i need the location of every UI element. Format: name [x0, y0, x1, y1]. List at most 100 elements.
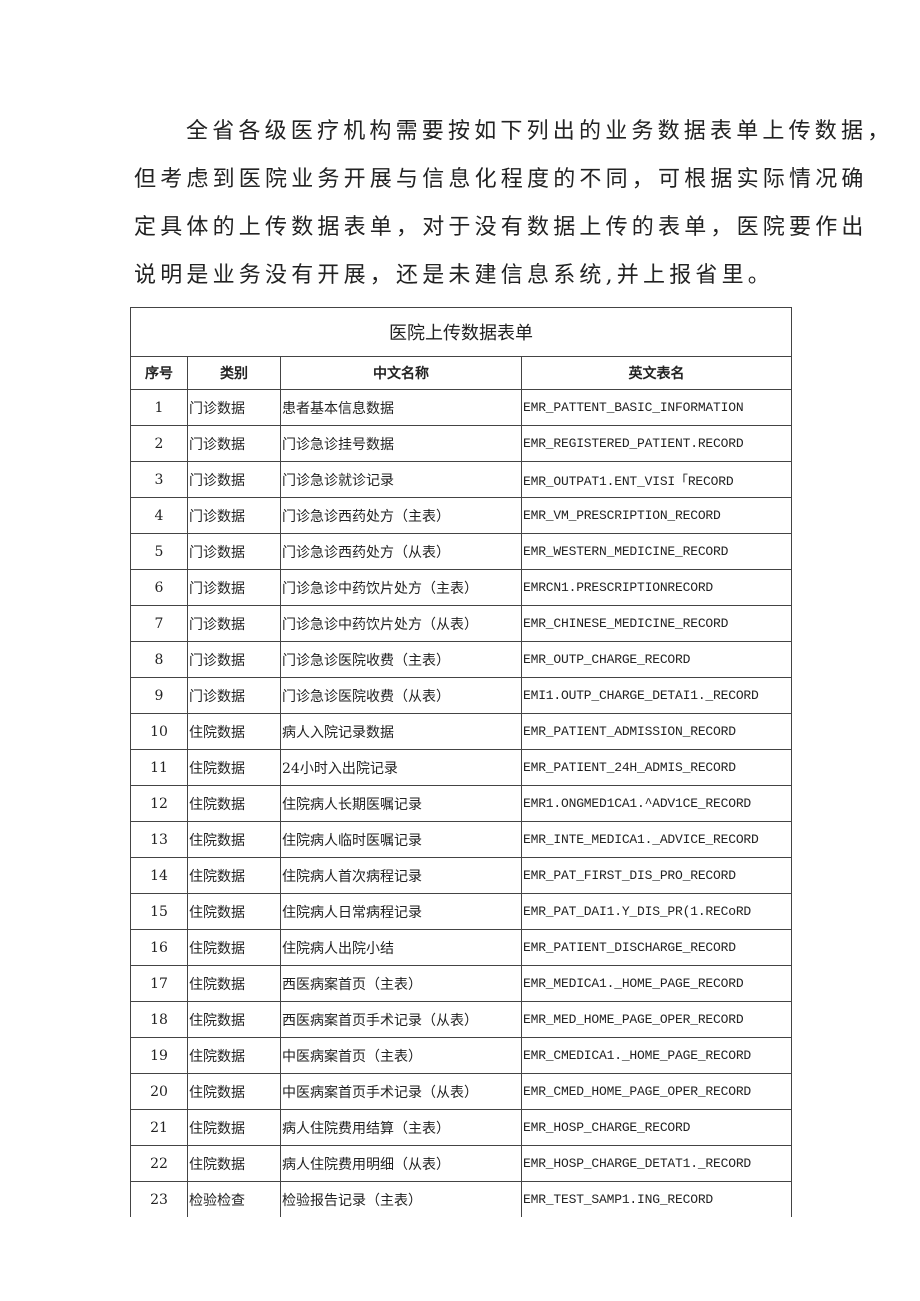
column-header: 类别	[187, 356, 281, 390]
column-header: 序号	[130, 356, 188, 390]
row-number: 3	[130, 461, 188, 498]
chinese-name-cell: 门诊急诊中药饮片处方（主表）	[280, 569, 522, 606]
header-row: 序号 类别 中文名称 英文表名	[130, 356, 792, 390]
row-number: 1	[130, 389, 188, 426]
english-name-cell: EMI1.OUTP_CHARGE_DETAI1._RECORD	[521, 677, 792, 714]
chinese-name-cell: 24小时入出院记录	[280, 749, 522, 786]
chinese-name-cell: 门诊急诊中药饮片处方（从表）	[280, 605, 522, 642]
row-number: 8	[130, 641, 188, 678]
chinese-name-cell: 门诊急诊西药处方（主表）	[280, 497, 522, 534]
chinese-name-cell: 门诊急诊就诊记录	[280, 461, 522, 498]
row-number: 18	[130, 1001, 188, 1038]
paragraph-line: 定具体的上传数据表单，对于没有数据上传的表单，医院要作出	[134, 215, 868, 240]
table-row: 19 住院数据 中医病案首页（主表） EMR_CMEDICA1._HOME_PAGE_…	[130, 1037, 792, 1074]
row-number: 13	[130, 821, 188, 858]
english-name-cell: EMR_PATIENT_24H_ADMIS_RECORD	[521, 749, 792, 786]
english-name-cell: EMR_PATIENT_DISCHARGE_RECORD	[521, 929, 792, 966]
chinese-name-cell: 住院病人临时医嘱记录	[280, 821, 522, 858]
category-cell: 住院数据	[187, 965, 281, 1002]
table-row: 20 住院数据 中医病案首页手术记录（从表） EMR_CMED_HOME_PAGE_O…	[130, 1073, 792, 1110]
table-row: 10 住院数据 病人入院记录数据 EMR_PATIENT_ADMISSION_RECO…	[130, 713, 792, 750]
table-row: 14 住院数据 住院病人首次病程记录 EMR_PAT_FIRST_DIS_PRO_RE…	[130, 857, 792, 894]
category-cell: 检验检查	[187, 1181, 281, 1217]
category-cell: 门诊数据	[187, 569, 281, 606]
category-cell: 住院数据	[187, 1145, 281, 1182]
row-number: 7	[130, 605, 188, 642]
chinese-name-cell: 中医病案首页手术记录（从表）	[280, 1073, 522, 1110]
table-row: 23 检验检查 检验报告记录（主表） EMR_TEST_SAMP1.ING_RECOR…	[130, 1181, 792, 1217]
row-number: 11	[130, 749, 188, 786]
english-name-cell: EMR_OUTP_CHARGE_RECORD	[521, 641, 792, 678]
english-name-cell: EMR_HOSP_CHARGE_DETAT1._RECORD	[521, 1145, 792, 1182]
chinese-name-cell: 患者基本信息数据	[280, 389, 522, 426]
table-row: 15 住院数据 住院病人日常病程记录 EMR_PAT_DAI1.Y_DIS_PR(1.…	[130, 893, 792, 930]
row-number: 14	[130, 857, 188, 894]
category-cell: 门诊数据	[187, 641, 281, 678]
chinese-name-cell: 住院病人首次病程记录	[280, 857, 522, 894]
category-cell: 住院数据	[187, 929, 281, 966]
table-row: 16 住院数据 住院病人出院小结 EMR_PATIENT_DISCHARGE_RECO…	[130, 929, 792, 966]
paragraph-line: 说明是业务没有开展，还是未建信息系统,并上报省里。	[134, 263, 774, 288]
upload-table: 医院上传数据表单 序号 类别 中文名称 英文表名 1 门诊数据 患者基本信息数据 EMR_P…	[130, 307, 792, 1217]
category-cell: 住院数据	[187, 749, 281, 786]
row-number: 20	[130, 1073, 188, 1110]
chinese-name-cell: 病人住院费用明细（从表）	[280, 1145, 522, 1182]
row-number: 10	[130, 713, 188, 750]
english-name-cell: EMRCN1.PRESCRIPTIONRECORD	[521, 569, 792, 606]
table-row: 22 住院数据 病人住院费用明细（从表） EMR_HOSP_CHARGE_DETAT1…	[130, 1145, 792, 1182]
row-number: 5	[130, 533, 188, 570]
chinese-name-cell: 病人住院费用结算（主表）	[280, 1109, 522, 1146]
english-name-cell: EMR_REGISTERED_PATIENT.RECORD	[521, 425, 792, 462]
category-cell: 门诊数据	[187, 677, 281, 714]
row-number: 9	[130, 677, 188, 714]
table-row: 3 门诊数据 门诊急诊就诊记录 EMR_OUTPAT1.ENT_VISI「RECORD	[130, 461, 792, 498]
chinese-name-cell: 门诊急诊医院收费（主表）	[280, 641, 522, 678]
chinese-name-cell: 住院病人出院小结	[280, 929, 522, 966]
english-name-cell: EMR_MEDICA1._HOME_PAGE_RECORD	[521, 965, 792, 1002]
english-name-cell: EMR_TEST_SAMP1.ING_RECORD	[521, 1181, 792, 1217]
table-row: 12 住院数据 住院病人长期医嘱记录 EMR1.ONGMED1CA1.^ADV1CE_…	[130, 785, 792, 822]
table-row: 7 门诊数据 门诊急诊中药饮片处方（从表） EMR_CHINESE_MEDICINE_…	[130, 605, 792, 642]
chinese-name-cell: 住院病人长期医嘱记录	[280, 785, 522, 822]
row-number: 2	[130, 425, 188, 462]
english-name-cell: EMR1.ONGMED1CA1.^ADV1CE_RECORD	[521, 785, 792, 822]
table-title: 医院上传数据表单	[130, 307, 792, 357]
english-name-cell: EMR_PAT_FIRST_DIS_PRO_RECORD	[521, 857, 792, 894]
english-name-cell: EMR_PATIENT_ADMISSION_RECORD	[521, 713, 792, 750]
chinese-name-cell: 门诊急诊西药处方（从表）	[280, 533, 522, 570]
english-name-cell: EMR_CMEDICA1._HOME_PAGE_RECORD	[521, 1037, 792, 1074]
table-row: 6 门诊数据 门诊急诊中药饮片处方（主表） EMRCN1.PRESCRIPTIONRE…	[130, 569, 792, 606]
table-row: 17 住院数据 西医病案首页（主表） EMR_MEDICA1._HOME_PAGE_R…	[130, 965, 792, 1002]
row-number: 17	[130, 965, 188, 1002]
row-number: 21	[130, 1109, 188, 1146]
category-cell: 住院数据	[187, 713, 281, 750]
english-name-cell: EMR_CMED_HOME_PAGE_OPER_RECORD	[521, 1073, 792, 1110]
row-number: 12	[130, 785, 188, 822]
table-row: 21 住院数据 病人住院费用结算（主表） EMR_HOSP_CHARGE_RECORD	[130, 1109, 792, 1146]
chinese-name-cell: 西医病案首页手术记录（从表）	[280, 1001, 522, 1038]
category-cell: 门诊数据	[187, 497, 281, 534]
table-row: 4 门诊数据 门诊急诊西药处方（主表） EMR_VM_PRESCRIPTION_REC…	[130, 497, 792, 534]
english-name-cell: EMR_WESTERN_MEDICINE_RECORD	[521, 533, 792, 570]
category-cell: 门诊数据	[187, 425, 281, 462]
category-cell: 住院数据	[187, 1037, 281, 1074]
category-cell: 门诊数据	[187, 389, 281, 426]
chinese-name-cell: 门诊急诊挂号数据	[280, 425, 522, 462]
row-number: 4	[130, 497, 188, 534]
row-number: 6	[130, 569, 188, 606]
category-cell: 住院数据	[187, 821, 281, 858]
intro-paragraph: 全省各级医疗机构需要按如下列出的业务数据表单上传数据， 但考虑到医院业务开展与信息…	[134, 112, 894, 304]
table-row: 2 门诊数据 门诊急诊挂号数据 EMR_REGISTERED_PATIENT.RECO…	[130, 425, 792, 462]
category-cell: 住院数据	[187, 1109, 281, 1146]
table-row: 18 住院数据 西医病案首页手术记录（从表） EMR_MED_HOME_PAGE_OP…	[130, 1001, 792, 1038]
english-name-cell: EMR_INTE_MEDICA1._ADVICE_RECORD	[521, 821, 792, 858]
category-cell: 住院数据	[187, 1001, 281, 1038]
english-name-cell: EMR_PAT_DAI1.Y_DIS_PR(1.RECoRD	[521, 893, 792, 930]
chinese-name-cell: 住院病人日常病程记录	[280, 893, 522, 930]
paragraph-line: 全省各级医疗机构需要按如下列出的业务数据表单上传数据，	[186, 119, 894, 144]
category-cell: 住院数据	[187, 785, 281, 822]
table-row: 11 住院数据 24小时入出院记录 EMR_PATIENT_24H_ADMIS_REC…	[130, 749, 792, 786]
category-cell: 住院数据	[187, 1073, 281, 1110]
row-number: 16	[130, 929, 188, 966]
